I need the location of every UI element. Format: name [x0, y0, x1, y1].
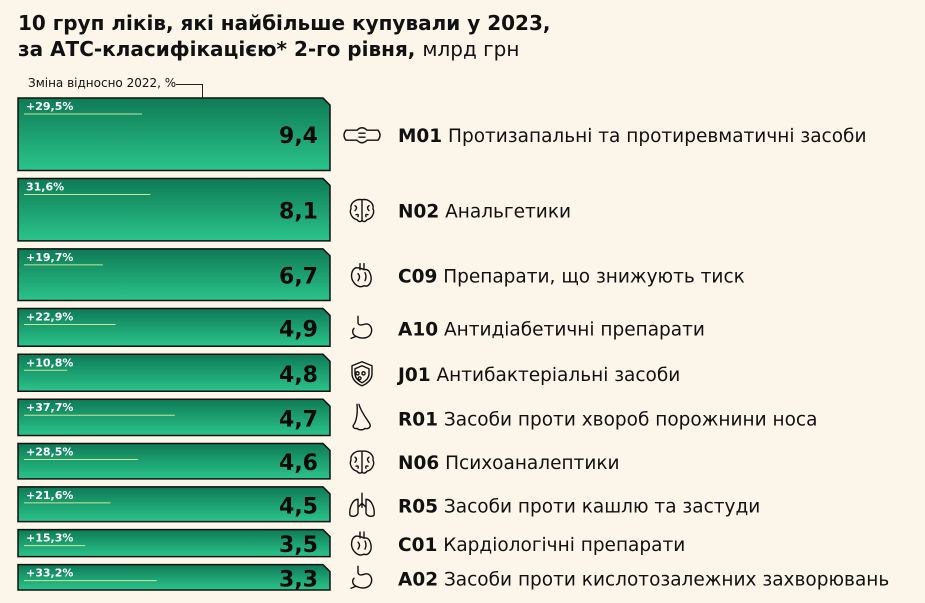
category-name: Засоби проти кислотозалежних захворювань — [438, 569, 889, 590]
value-label-a10: 4,9 — [279, 317, 318, 342]
brain-icon-path — [349, 198, 375, 223]
change-label-c09: +19,7% — [26, 251, 73, 264]
bar-group-r01: +37,7% 4,7 R01 Засоби проти хвороб порожни… — [17, 398, 817, 437]
value-label-j01: 4,8 — [279, 363, 318, 388]
change-label-n02: 31,6% — [26, 180, 64, 193]
lungs-icon-path — [349, 492, 375, 517]
category-name: Антидіабетичні препарати — [438, 319, 705, 340]
stomach-icon — [350, 565, 373, 589]
bar-group-m01: +29,5% 9,4 M01 Протизапальні та протиревма… — [17, 97, 866, 172]
category-code: R05 — [398, 496, 438, 517]
category-code: N02 — [398, 202, 439, 223]
value-label-c09: 6,7 — [279, 265, 318, 290]
category-label-a02: A02 Засоби проти кислотозалежних захворю… — [398, 569, 889, 590]
value-label-n06: 4,6 — [279, 451, 318, 476]
heart-icon — [350, 531, 372, 556]
lungs-icon — [349, 492, 375, 517]
value-label-a02: 3,3 — [279, 567, 318, 592]
category-name: Засоби проти хвороб порожнини носа — [438, 409, 817, 430]
nose-icon — [352, 403, 371, 431]
brain-icon — [349, 198, 375, 223]
change-note-bracket — [176, 84, 203, 103]
change-label-a02: +33,2% — [26, 567, 73, 580]
joint-icon — [343, 127, 381, 144]
bar-group-n02: 31,6% 8,1 N02 Анальгетики — [17, 177, 571, 242]
category-label-r05: R05 Засоби проти кашлю та застуди — [398, 496, 760, 517]
category-label-j01: J01 Антибактеріальні засоби — [396, 365, 680, 386]
category-code: R01 — [398, 409, 438, 430]
category-code: M01 — [398, 126, 442, 147]
category-code: A10 — [398, 319, 438, 340]
value-label-m01: 9,4 — [279, 124, 318, 149]
stomach-icon-path — [350, 315, 373, 340]
category-name: Засоби проти кашлю та застуди — [438, 496, 760, 517]
category-label-n02: N02 Анальгетики — [398, 202, 571, 223]
bar-group-c01: +15,3% 3,5 C01 Кардіологічні препарати — [17, 528, 685, 558]
change-label-j01: +10,8% — [26, 356, 73, 369]
bar-n06 — [17, 442, 331, 480]
change-label-c01: +15,3% — [26, 532, 73, 545]
title-line-2: за АТС-класифікацією* 2-го рівня, млрд г… — [18, 36, 898, 62]
change-label-m01: +29,5% — [26, 100, 73, 113]
category-name: Психоаналептики — [439, 453, 619, 474]
value-label-n02: 8,1 — [279, 200, 318, 225]
category-name: Анальгетики — [439, 202, 571, 223]
category-name: Препарати, що знижують тиск — [437, 267, 744, 288]
category-name: Кардіологічні препарати — [437, 535, 685, 556]
bar-group-a02: +33,2% 3,3 A02 Засоби проти кислотозалежни… — [17, 563, 889, 592]
change-note: Зміна відносно 2022, % — [28, 76, 177, 90]
bar-group-a10: +22,9% 4,9 A10 Антидіабетичні препарати — [17, 307, 705, 348]
change-label-r05: +21,6% — [26, 489, 73, 502]
category-label-r01: R01 Засоби проти хвороб порожнини носа — [398, 409, 817, 430]
change-label-n06: +28,5% — [26, 445, 73, 458]
category-code: A02 — [398, 569, 438, 590]
bar-c01 — [17, 528, 331, 558]
heart-icon-path — [350, 531, 372, 556]
change-label-a10: +22,9% — [26, 310, 73, 323]
category-label-n06: N06 Психоаналептики — [398, 453, 620, 474]
title-unit: млрд грн — [422, 37, 520, 61]
bar-m01 — [17, 97, 331, 172]
stomach-icon — [350, 315, 373, 340]
brain-icon-path — [349, 450, 375, 474]
bar-group-j01: +10,8% 4,8 J01 Антибактеріальні засоби — [17, 353, 680, 392]
category-code: C09 — [398, 267, 437, 288]
bar-j01 — [17, 353, 331, 392]
bar-group-n06: +28,5% 4,6 N06 Психоаналептики — [17, 442, 620, 480]
bar-r05 — [17, 486, 331, 523]
category-label-m01: M01 Протизапальні та протиревматичні зас… — [398, 126, 866, 147]
shield-bacteria-icon — [351, 361, 373, 387]
heart-icon — [350, 262, 372, 288]
category-code: J01 — [396, 365, 431, 386]
category-code: C01 — [398, 535, 437, 556]
category-code: N06 — [398, 453, 439, 474]
value-label-r05: 4,5 — [279, 494, 318, 519]
category-name: Антибактеріальні засоби — [431, 365, 681, 386]
bar-a02 — [17, 563, 331, 591]
bar-a10 — [17, 307, 331, 348]
category-label-c09: C09 Препарати, що знижують тиск — [398, 267, 745, 288]
bar-r01 — [17, 398, 331, 437]
chart-title: 10 груп ліків, які найбільше купували у … — [18, 10, 898, 62]
value-label-r01: 4,7 — [279, 407, 318, 432]
nose-icon-path — [352, 403, 371, 431]
category-name: Протизапальні та протиревматичні засоби — [442, 126, 866, 147]
shield-bacteria-icon-path — [351, 361, 373, 387]
title-line-2-text: за АТС-класифікацією* 2-го рівня, — [18, 37, 416, 61]
brain-icon — [349, 450, 375, 474]
category-label-a10: A10 Антидіабетичні препарати — [398, 319, 705, 340]
heart-icon-path — [350, 262, 372, 288]
bar-group-r05: +21,6% 4,5 R05 Засоби проти кашлю та засту… — [17, 486, 760, 523]
stomach-icon-path — [350, 565, 373, 589]
change-label-r01: +37,7% — [26, 401, 73, 414]
category-label-c01: C01 Кардіологічні препарати — [398, 535, 685, 556]
title-line-1: 10 груп ліків, які найбільше купували у … — [18, 11, 551, 35]
bar-group-c09: +19,7% 6,7 C09 Препарати, що знижують тиск — [17, 248, 745, 302]
value-label-c01: 3,5 — [279, 533, 318, 558]
bar-c09 — [17, 248, 331, 302]
joint-icon-path — [343, 127, 381, 144]
